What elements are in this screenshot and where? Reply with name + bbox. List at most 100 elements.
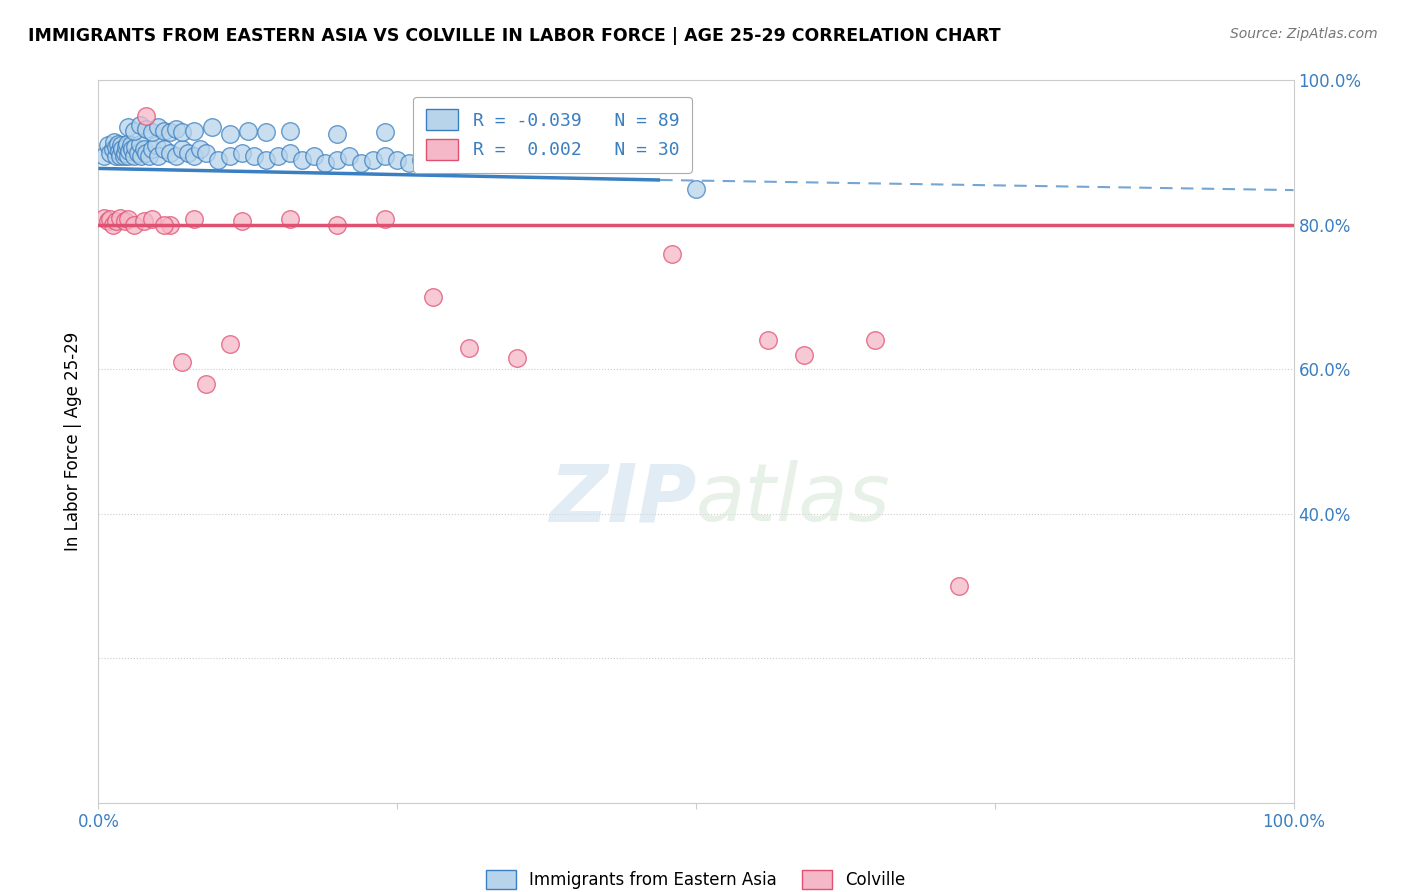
- Point: [97, 138, 120, 153]
- Point: [145, 138, 167, 153]
- Point: [105, 214, 128, 228]
- Text: IMMIGRANTS FROM EASTERN ASIA VS COLVILLE IN LABOR FORCE | AGE 25-29 CORRELATION : IMMIGRANTS FROM EASTERN ASIA VS COLVILLE…: [28, 27, 1001, 45]
- Point: [135, 145, 157, 160]
- Point: [124, 140, 146, 154]
- Point: [626, 156, 648, 170]
- Point: [374, 212, 396, 227]
- Point: [446, 153, 468, 167]
- Point: [165, 122, 187, 136]
- Point: [685, 182, 707, 196]
- Point: [756, 334, 779, 348]
- Point: [411, 153, 433, 167]
- Point: [661, 246, 683, 260]
- Point: [865, 334, 887, 348]
- Point: [101, 218, 124, 232]
- Point: [172, 355, 194, 369]
- Point: [219, 128, 242, 142]
- Point: [363, 153, 385, 167]
- Point: [93, 211, 115, 225]
- Point: [201, 120, 224, 135]
- Point: [398, 156, 420, 170]
- Point: [159, 218, 181, 232]
- Point: [107, 136, 129, 151]
- Point: [129, 118, 152, 132]
- Point: [326, 128, 349, 142]
- Point: [219, 337, 242, 351]
- Point: [103, 135, 125, 149]
- Point: [422, 290, 444, 304]
- Point: [458, 156, 481, 170]
- Point: [506, 156, 529, 170]
- Point: [114, 145, 136, 160]
- Point: [115, 140, 138, 154]
- Point: [422, 156, 444, 170]
- Point: [117, 120, 139, 135]
- Point: [183, 124, 205, 138]
- Point: [374, 149, 396, 163]
- Point: [132, 142, 155, 156]
- Point: [188, 142, 211, 156]
- Point: [195, 376, 218, 391]
- Point: [385, 153, 409, 167]
- Text: ZIP: ZIP: [548, 460, 696, 539]
- Point: [172, 125, 194, 139]
- Point: [254, 125, 277, 139]
- Text: Source: ZipAtlas.com: Source: ZipAtlas.com: [1230, 27, 1378, 41]
- Point: [470, 154, 492, 169]
- Point: [93, 149, 115, 163]
- Point: [153, 142, 176, 156]
- Point: [127, 145, 149, 160]
- Point: [121, 142, 143, 156]
- Point: [153, 218, 176, 232]
- Point: [110, 138, 132, 153]
- Point: [108, 149, 131, 163]
- Point: [172, 142, 194, 156]
- Point: [177, 145, 200, 160]
- Point: [107, 144, 129, 158]
- Point: [481, 153, 505, 167]
- Point: [105, 149, 128, 163]
- Point: [141, 142, 163, 156]
- Point: [138, 149, 160, 163]
- Point: [278, 124, 301, 138]
- Point: [124, 218, 146, 232]
- Point: [148, 149, 170, 163]
- Point: [291, 153, 314, 167]
- Point: [159, 145, 181, 160]
- Point: [105, 140, 128, 154]
- Point: [243, 149, 266, 163]
- Point: [793, 348, 815, 362]
- Point: [183, 212, 205, 227]
- Point: [115, 136, 138, 151]
- Point: [124, 124, 146, 138]
- Point: [148, 120, 170, 135]
- Point: [195, 145, 218, 160]
- Point: [219, 149, 242, 163]
- Point: [231, 214, 253, 228]
- Legend: Immigrants from Eastern Asia, Colville: Immigrants from Eastern Asia, Colville: [478, 862, 914, 892]
- Point: [135, 110, 157, 124]
- Point: [207, 153, 229, 167]
- Point: [278, 212, 301, 227]
- Point: [278, 145, 301, 160]
- Y-axis label: In Labor Force | Age 25-29: In Labor Force | Age 25-29: [65, 332, 83, 551]
- Point: [183, 149, 205, 163]
- Point: [165, 149, 187, 163]
- Point: [108, 211, 131, 225]
- Point: [141, 212, 163, 227]
- Point: [458, 341, 481, 355]
- Point: [153, 124, 176, 138]
- Point: [267, 149, 290, 163]
- Point: [326, 218, 349, 232]
- Point: [112, 149, 135, 163]
- Point: [506, 351, 529, 366]
- Point: [326, 153, 349, 167]
- Point: [434, 154, 457, 169]
- Point: [132, 214, 155, 228]
- Point: [97, 214, 120, 228]
- Point: [98, 145, 122, 160]
- Point: [948, 579, 970, 593]
- Point: [302, 149, 325, 163]
- Point: [578, 154, 600, 169]
- Point: [655, 154, 678, 169]
